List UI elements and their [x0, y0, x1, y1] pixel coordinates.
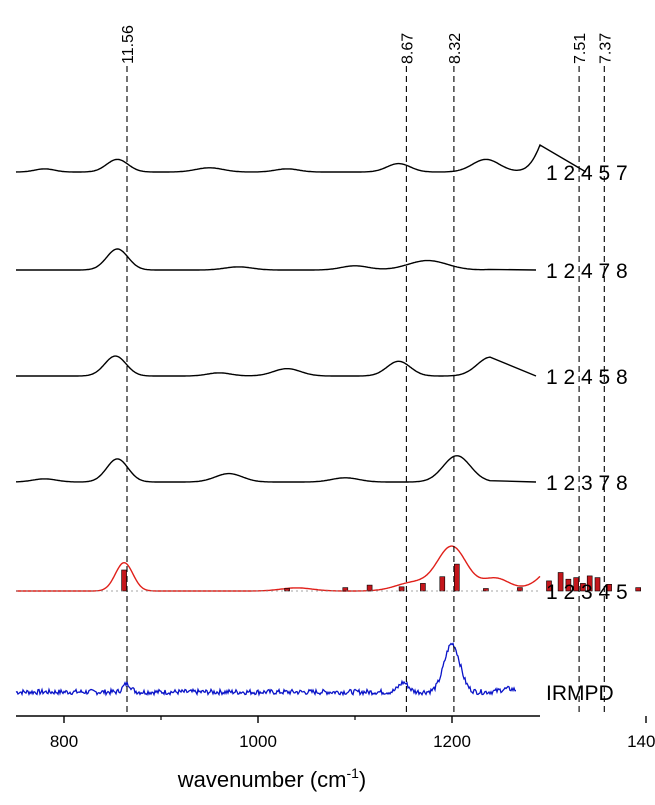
series-label: 1 2 4 5 8	[546, 366, 628, 389]
stick-bar	[580, 583, 586, 592]
series-label: 1 2 4 5 7	[546, 162, 628, 185]
reference-line-label: 7.51	[572, 33, 589, 64]
series-line-0	[15, 143, 587, 173]
x-tick-label: 1400	[627, 732, 655, 751]
stick-bar	[606, 583, 612, 592]
reference-line-label: 7.37	[597, 33, 614, 64]
stick-bar	[573, 577, 580, 592]
series-line-3	[16, 455, 537, 483]
stick-bar	[420, 583, 426, 592]
stick-bar	[453, 563, 460, 592]
x-tick-label: 1000	[239, 732, 277, 751]
stick-bar	[586, 575, 593, 592]
stick-bar	[121, 569, 127, 592]
series-label: IRMPD	[546, 682, 614, 705]
series-line-4	[16, 545, 541, 592]
stick-bar	[557, 572, 564, 592]
x-tick-label: 800	[50, 732, 78, 751]
series-line-2	[16, 355, 537, 377]
series-label: 1 2 3 4 5	[546, 581, 628, 604]
stick-bar	[594, 577, 601, 592]
series-line-1	[16, 248, 537, 271]
stick-bar	[546, 580, 552, 592]
stick-bar	[483, 588, 489, 592]
stick-bar	[398, 586, 405, 592]
stick-bar	[517, 587, 523, 592]
x-axis-title: wavenumber (cm-1)	[177, 765, 367, 792]
stick-bar	[565, 578, 572, 592]
series-line-5	[15, 642, 516, 697]
reference-line-label: 8.67	[399, 33, 416, 64]
stick-bar	[635, 587, 642, 592]
series-label: 1 2 4 7 8	[546, 260, 628, 283]
reference-line-label: 8.32	[447, 33, 464, 64]
stick-bar	[439, 576, 446, 592]
series-label: 1 2 3 7 8	[546, 472, 628, 495]
x-tick-label: 1200	[433, 732, 471, 751]
reference-line-label: 11.56	[120, 25, 137, 64]
stick-bar	[342, 587, 349, 592]
stick-bar	[366, 584, 373, 592]
